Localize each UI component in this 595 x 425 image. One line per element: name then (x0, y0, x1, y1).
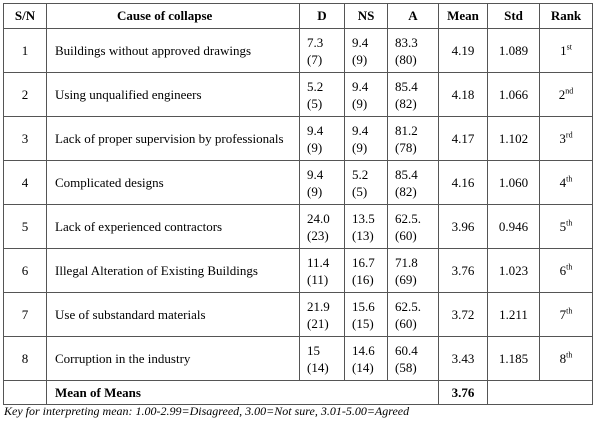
sn-cell: 1 (3, 28, 47, 73)
sn-cell: 2 (3, 72, 47, 117)
rank-cell: 2nd (539, 72, 593, 117)
ns-cell: 9.4 (9) (344, 72, 388, 117)
cause-cell: Illegal Alteration of Existing Buildings (46, 248, 300, 293)
std-cell: 1.060 (487, 160, 540, 205)
rank-cell: 4th (539, 160, 593, 205)
cause-cell: Lack of proper supervision by profession… (46, 116, 300, 161)
ns-cell: 16.7 (16) (344, 248, 388, 293)
d-cell: 21.9 (21) (299, 292, 345, 337)
header-std: Std (487, 3, 540, 29)
ns-cell: 14.6 (14) (344, 336, 388, 381)
header-d: D (299, 3, 345, 29)
table-row: 4 Complicated designs 9.4 (9) 5.2 (5) 85.4… (3, 160, 593, 205)
a-cell: 85.4 (82) (387, 160, 439, 205)
mean-of-means-label: Mean of Means (46, 380, 439, 405)
table-row: 1 Buildings without approved drawings 7.… (3, 28, 593, 73)
cause-cell: Use of substandard materials (46, 292, 300, 337)
table-row: 6 Illegal Alteration of Existing Buildin… (3, 248, 593, 293)
a-cell: 62.5. (60) (387, 204, 439, 249)
rank-cell: 8th (539, 336, 593, 381)
mean-cell: 4.18 (438, 72, 488, 117)
table-row: 2 Using unqualified engineers 5.2 (5) 9.4… (3, 72, 593, 117)
cause-cell: Buildings without approved drawings (46, 28, 300, 73)
a-cell: 60.4 (58) (387, 336, 439, 381)
header-rank: Rank (539, 3, 593, 29)
cause-cell: Using unqualified engineers (46, 72, 300, 117)
header-a: A (387, 3, 439, 29)
mean-cell: 3.43 (438, 336, 488, 381)
header-ns: NS (344, 3, 388, 29)
mean-cell: 4.16 (438, 160, 488, 205)
mean-cell: 4.19 (438, 28, 488, 73)
header-sn: S/N (3, 3, 47, 29)
sn-cell: 3 (3, 116, 47, 161)
rank-cell: 7th (539, 292, 593, 337)
header-cause: Cause of collapse (46, 3, 300, 29)
d-cell: 15 (14) (299, 336, 345, 381)
rank-cell: 6th (539, 248, 593, 293)
a-cell: 85.4 (82) (387, 72, 439, 117)
sn-cell: 5 (3, 204, 47, 249)
cause-cell: Complicated designs (46, 160, 300, 205)
ns-cell: 9.4 (9) (344, 116, 388, 161)
table-row: 8 Corruption in the industry 15 (14) 14.6… (3, 336, 593, 381)
ns-cell: 15.6 (15) (344, 292, 388, 337)
table-row: 7 Use of substandard materials 21.9 (21) … (3, 292, 593, 337)
cause-cell: Corruption in the industry (46, 336, 300, 381)
a-cell: 81.2 (78) (387, 116, 439, 161)
d-cell: 5.2 (5) (299, 72, 345, 117)
collapse-causes-table: S/N Cause of collapse D NS A Mean Std Ra… (3, 3, 593, 405)
std-cell: 1.023 (487, 248, 540, 293)
std-cell: 0.946 (487, 204, 540, 249)
mean-cell: 3.96 (438, 204, 488, 249)
std-cell: 1.185 (487, 336, 540, 381)
table-row: 5 Lack of experienced contractors 24.0 (2… (3, 204, 593, 249)
rank-cell: 5th (539, 204, 593, 249)
a-cell: 83.3 (80) (387, 28, 439, 73)
table-row: 3 Lack of proper supervision by professi… (3, 116, 593, 161)
d-cell: 9.4 (9) (299, 116, 345, 161)
mean-of-means-value: 3.76 (438, 380, 488, 405)
std-cell: 1.211 (487, 292, 540, 337)
a-cell: 71.8 (69) (387, 248, 439, 293)
mean-of-means-row: Mean of Means 3.76 (3, 380, 593, 405)
ns-cell: 5.2 (5) (344, 160, 388, 205)
blank-cell (487, 380, 593, 405)
mean-cell: 3.72 (438, 292, 488, 337)
rank-cell: 1st (539, 28, 593, 73)
cause-cell: Lack of experienced contractors (46, 204, 300, 249)
std-cell: 1.102 (487, 116, 540, 161)
rank-cell: 3rd (539, 116, 593, 161)
ns-cell: 9.4 (9) (344, 28, 388, 73)
blank-cell (3, 380, 47, 405)
d-cell: 24.0 (23) (299, 204, 345, 249)
ns-cell: 13.5 (13) (344, 204, 388, 249)
header-row: S/N Cause of collapse D NS A Mean Std Ra… (3, 3, 593, 29)
mean-cell: 3.76 (438, 248, 488, 293)
sn-cell: 4 (3, 160, 47, 205)
sn-cell: 7 (3, 292, 47, 337)
sn-cell: 8 (3, 336, 47, 381)
header-mean: Mean (438, 3, 488, 29)
a-cell: 62.5. (60) (387, 292, 439, 337)
sn-cell: 6 (3, 248, 47, 293)
mean-cell: 4.17 (438, 116, 488, 161)
std-cell: 1.066 (487, 72, 540, 117)
d-cell: 7.3 (7) (299, 28, 345, 73)
mean-interpretation-key: Key for interpreting mean: 1.00-2.99=Dis… (4, 404, 410, 418)
d-cell: 9.4 (9) (299, 160, 345, 205)
d-cell: 11.4 (11) (299, 248, 345, 293)
std-cell: 1.089 (487, 28, 540, 73)
